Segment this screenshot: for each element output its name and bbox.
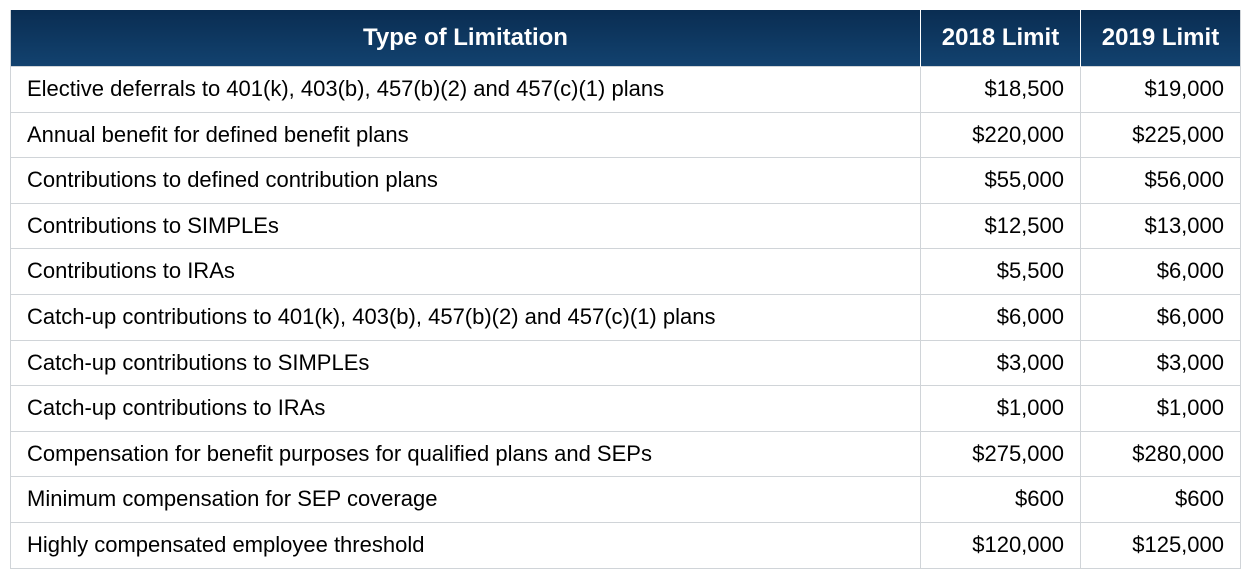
cell-type: Catch-up contributions to 401(k), 403(b)…	[11, 294, 921, 340]
cell-2018: $275,000	[921, 431, 1081, 477]
cell-2019: $280,000	[1081, 431, 1241, 477]
cell-2019: $19,000	[1081, 67, 1241, 113]
limits-table: Type of Limitation 2018 Limit 2019 Limit…	[10, 10, 1241, 569]
table-row: Catch-up contributions to IRAs $1,000 $1…	[11, 386, 1241, 432]
col-header-2018: 2018 Limit	[921, 10, 1081, 67]
table-row: Minimum compensation for SEP coverage $6…	[11, 477, 1241, 523]
col-header-2019: 2019 Limit	[1081, 10, 1241, 67]
table-row: Elective deferrals to 401(k), 403(b), 45…	[11, 67, 1241, 113]
cell-2019: $1,000	[1081, 386, 1241, 432]
cell-2018: $18,500	[921, 67, 1081, 113]
cell-2019: $3,000	[1081, 340, 1241, 386]
cell-type: Catch-up contributions to SIMPLEs	[11, 340, 921, 386]
cell-2019: $6,000	[1081, 249, 1241, 295]
cell-2018: $5,500	[921, 249, 1081, 295]
table-row: Catch-up contributions to SIMPLEs $3,000…	[11, 340, 1241, 386]
cell-2018: $1,000	[921, 386, 1081, 432]
cell-2019: $13,000	[1081, 203, 1241, 249]
cell-type: Elective deferrals to 401(k), 403(b), 45…	[11, 67, 921, 113]
cell-2019: $225,000	[1081, 112, 1241, 158]
table-row: Contributions to defined contribution pl…	[11, 158, 1241, 204]
table-row: Contributions to SIMPLEs $12,500 $13,000	[11, 203, 1241, 249]
table-row: Catch-up contributions to 401(k), 403(b)…	[11, 294, 1241, 340]
cell-2018: $600	[921, 477, 1081, 523]
cell-2019: $56,000	[1081, 158, 1241, 204]
cell-type: Compensation for benefit purposes for qu…	[11, 431, 921, 477]
cell-type: Catch-up contributions to IRAs	[11, 386, 921, 432]
cell-2018: $3,000	[921, 340, 1081, 386]
cell-2018: $6,000	[921, 294, 1081, 340]
cell-2018: $120,000	[921, 522, 1081, 568]
cell-type: Contributions to IRAs	[11, 249, 921, 295]
cell-2018: $12,500	[921, 203, 1081, 249]
col-header-type: Type of Limitation	[11, 10, 921, 67]
cell-2019: $600	[1081, 477, 1241, 523]
cell-2019: $125,000	[1081, 522, 1241, 568]
cell-type: Annual benefit for defined benefit plans	[11, 112, 921, 158]
cell-type: Contributions to SIMPLEs	[11, 203, 921, 249]
cell-2018: $220,000	[921, 112, 1081, 158]
table-header: Type of Limitation 2018 Limit 2019 Limit	[11, 10, 1241, 67]
table-row: Contributions to IRAs $5,500 $6,000	[11, 249, 1241, 295]
table-row: Compensation for benefit purposes for qu…	[11, 431, 1241, 477]
table-row: Highly compensated employee threshold $1…	[11, 522, 1241, 568]
table-body: Elective deferrals to 401(k), 403(b), 45…	[11, 67, 1241, 569]
cell-2018: $55,000	[921, 158, 1081, 204]
cell-type: Minimum compensation for SEP coverage	[11, 477, 921, 523]
table-row: Annual benefit for defined benefit plans…	[11, 112, 1241, 158]
cell-2019: $6,000	[1081, 294, 1241, 340]
cell-type: Highly compensated employee threshold	[11, 522, 921, 568]
cell-type: Contributions to defined contribution pl…	[11, 158, 921, 204]
